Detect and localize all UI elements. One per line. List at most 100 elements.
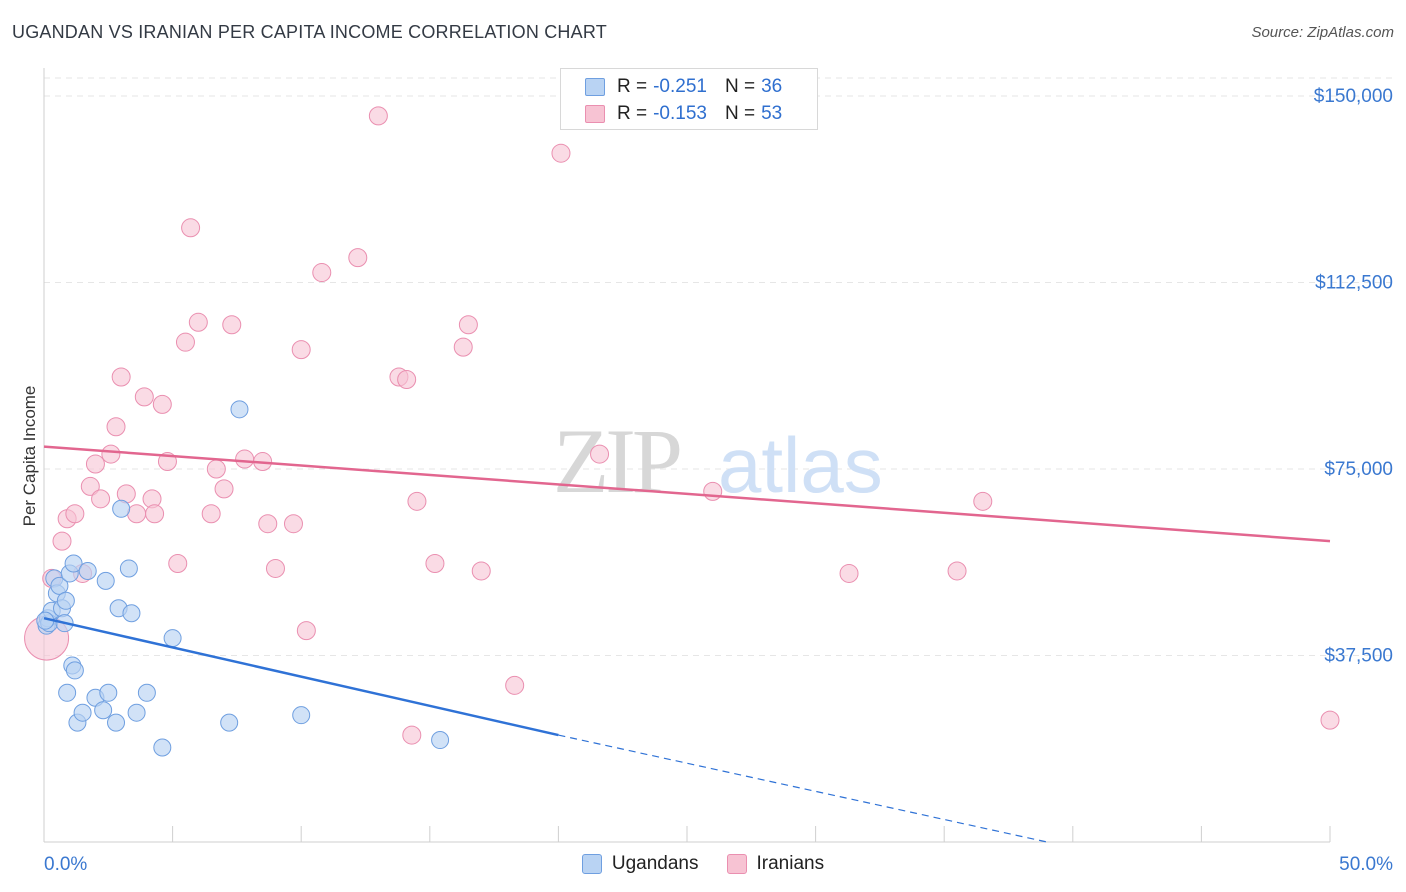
ugandan-point xyxy=(56,591,75,610)
x-tick-label: 0.0% xyxy=(44,854,87,875)
legend-n-value: 53 xyxy=(761,103,783,124)
legend-r-value: -0.153 xyxy=(653,103,707,124)
iranian-point xyxy=(453,337,473,357)
ugandan-point xyxy=(163,629,182,648)
iranian-point xyxy=(101,444,121,464)
ugandan-point xyxy=(73,703,92,722)
iranian-point xyxy=(175,332,195,352)
iranian-point xyxy=(206,459,226,479)
ugandan-point xyxy=(50,576,69,595)
ugandan-point xyxy=(78,561,97,580)
iranian-point xyxy=(168,553,188,573)
iranian-point xyxy=(407,491,427,511)
legend-swatch-ugandans xyxy=(581,854,602,874)
ugandan-point xyxy=(292,706,311,725)
iranian-point xyxy=(348,248,368,268)
iranian-point xyxy=(214,479,234,499)
watermark-zip: ZIP xyxy=(553,410,680,512)
ugandan-point xyxy=(96,571,115,590)
iranian-point xyxy=(312,263,332,283)
legend-n-label: N = xyxy=(724,103,756,124)
iranians-trendline xyxy=(43,445,1331,543)
iranian-point xyxy=(258,514,278,534)
iranian-point xyxy=(1320,710,1340,730)
iranian-point xyxy=(106,417,126,437)
ugandan-point xyxy=(431,731,450,750)
iranian-point xyxy=(397,369,417,389)
y-tick-label: $75,000 xyxy=(1324,459,1393,480)
ugandan-point xyxy=(58,683,77,702)
iranian-point xyxy=(458,315,478,335)
ugandan-point xyxy=(112,499,131,518)
legend-swatch-pink xyxy=(585,105,605,123)
y-tick-label: $150,000 xyxy=(1314,86,1393,107)
iranian-point xyxy=(127,504,147,524)
iranian-point xyxy=(471,561,491,581)
legend-n-label: N = xyxy=(724,76,756,97)
iranian-point xyxy=(973,491,993,511)
chart-title: UGANDAN VS IRANIAN PER CAPITA INCOME COR… xyxy=(12,22,607,42)
legend-label-iranians: Iranians xyxy=(756,853,825,874)
series-legend: Ugandans Iranians xyxy=(0,852,1406,876)
ugandan-point xyxy=(65,661,84,680)
iranian-point xyxy=(505,675,525,695)
ugandans-points xyxy=(36,400,450,757)
legend-r-label: R = xyxy=(617,103,648,124)
legend-row-iranians: R = -0.153 N = 53 xyxy=(585,102,782,126)
legend-swatch-blue xyxy=(585,78,605,96)
axes xyxy=(43,68,1331,843)
iranian-point xyxy=(52,531,72,551)
ugandans-trendline xyxy=(43,616,559,737)
iranian-point xyxy=(85,454,105,474)
legend-r-label: R = xyxy=(617,76,648,97)
gridlines xyxy=(44,77,1395,656)
iranian-point xyxy=(188,312,208,332)
y-tick-labels: $37,500 $75,000 $112,500 $150,000 xyxy=(1314,86,1393,667)
iranian-point xyxy=(839,563,859,583)
iranian-point xyxy=(222,315,242,335)
y-tick-label: $112,500 xyxy=(1315,273,1393,294)
ugandan-point xyxy=(137,683,156,702)
legend-label-ugandans: Ugandans xyxy=(611,853,699,874)
iranian-point xyxy=(425,553,445,573)
ugandan-point xyxy=(220,713,239,732)
y-tick-label: $37,500 xyxy=(1324,646,1393,667)
iranian-point xyxy=(296,621,316,641)
x-tick-label: 50.0% xyxy=(1339,854,1393,875)
iranian-point xyxy=(152,394,172,414)
x-tick-labels: 0.0% 50.0% xyxy=(44,854,1393,875)
ugandan-point xyxy=(127,703,146,722)
iranian-point xyxy=(235,449,255,469)
iranian-point xyxy=(703,481,723,501)
ugandan-point xyxy=(122,604,141,623)
iranian-point xyxy=(551,143,571,163)
iranian-point xyxy=(265,558,285,578)
ugandan-point xyxy=(107,713,126,732)
legend-n-value: 36 xyxy=(761,76,783,97)
iranian-point xyxy=(590,444,610,464)
correlation-legend: R = -0.251 N = 36 R = -0.153 N = 53 xyxy=(560,68,818,130)
ugandan-point xyxy=(230,400,249,419)
y-axis-label: Per Capita Income xyxy=(20,385,39,527)
iranian-point xyxy=(111,367,131,387)
trendlines xyxy=(43,445,1331,843)
legend-r-value: -0.251 xyxy=(653,76,707,97)
legend-swatch-iranians xyxy=(726,854,747,874)
iranian-point xyxy=(201,504,221,524)
ugandan-point xyxy=(94,701,113,720)
ugandans-trendline-extension xyxy=(558,734,1048,843)
iranian-point xyxy=(368,106,388,126)
iranian-point xyxy=(402,725,422,745)
legend-row-ugandans: R = -0.251 N = 36 xyxy=(585,75,782,99)
iranian-point xyxy=(80,476,100,496)
chart-source: Source: ZipAtlas.com xyxy=(1251,24,1394,41)
ugandan-point xyxy=(64,554,83,573)
iranian-point xyxy=(145,504,165,524)
iranian-point xyxy=(65,504,85,524)
iranian-point xyxy=(134,387,154,407)
iranian-point xyxy=(181,218,201,238)
iranians-points xyxy=(24,106,1340,745)
legend-item-ugandans[interactable]: Ugandans xyxy=(581,853,699,875)
legend-item-iranians[interactable]: Iranians xyxy=(726,853,825,875)
